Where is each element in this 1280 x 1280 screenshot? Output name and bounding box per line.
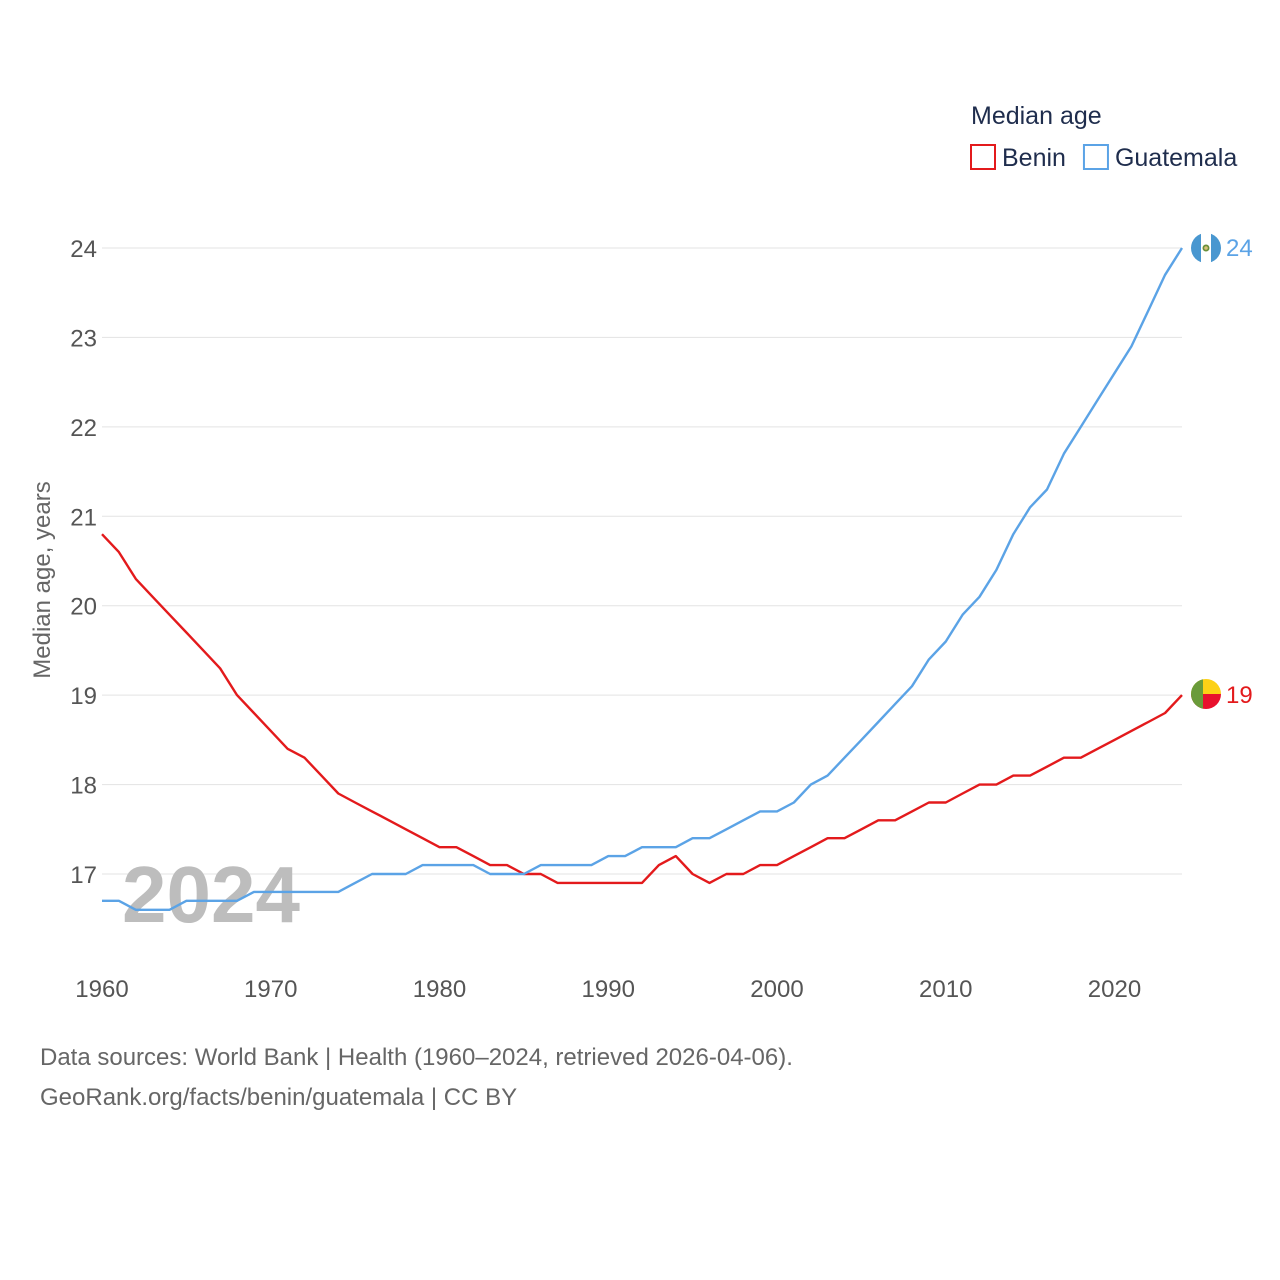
x-tick-label: 1960 [75,976,128,1003]
x-tick-label: 2000 [750,976,803,1003]
end-markers [1191,233,1221,709]
y-tick-label: 20 [70,594,97,621]
year-watermark: 2024 [122,850,300,939]
series-line-guatemala [102,247,1184,911]
y-tick-label: 21 [70,504,97,531]
legend: Median age Benin Guatemala [970,102,1237,172]
benin-flag-icon [1191,679,1221,709]
attribution-link[interactable]: GeoRank.org/facts/benin/guatemala | CC B… [40,1084,518,1111]
legend-item-guatemala[interactable]: Guatemala [1082,144,1237,172]
y-tick-label: 17 [70,862,97,889]
x-tick-label: 2020 [1088,976,1141,1003]
end-label-benin: 19 [1226,682,1253,709]
x-tick-label: 1970 [244,976,297,1003]
x-tick-label: 1980 [413,976,466,1003]
y-tick-label: 18 [70,773,97,800]
legend-swatch [970,144,996,170]
median-age-chart: 17 18 19 20 21 22 23 24 1960 1970 1980 1990 2000 201… [29,102,1253,1003]
x-axis-ticks: 1960 1970 1980 1990 2000 2010 2020 [75,976,1141,1003]
y-axis-label: Median age, years [29,481,56,678]
y-tick-label: 24 [70,236,97,263]
x-tick-label: 2010 [919,976,972,1003]
series-lines [101,247,1184,911]
legend-label: Guatemala [1115,144,1237,172]
grid [102,247,1182,875]
guatemala-flag-icon [1191,233,1221,263]
legend-item-benin[interactable]: Benin [970,144,1066,172]
y-tick-label: 22 [70,415,97,442]
legend-title: Median age [971,102,1102,130]
end-label-guatemala: 24 [1226,235,1253,262]
data-source-note: Data sources: World Bank | Health (1960–… [40,1044,793,1071]
legend-swatch [1082,144,1109,170]
y-tick-label: 23 [70,325,97,352]
legend-label: Benin [1002,144,1066,172]
series-line-benin [101,533,1183,885]
x-tick-label: 1990 [582,976,635,1003]
y-tick-label: 19 [70,683,97,710]
y-axis-ticks: 17 18 19 20 21 22 23 24 [70,236,97,889]
